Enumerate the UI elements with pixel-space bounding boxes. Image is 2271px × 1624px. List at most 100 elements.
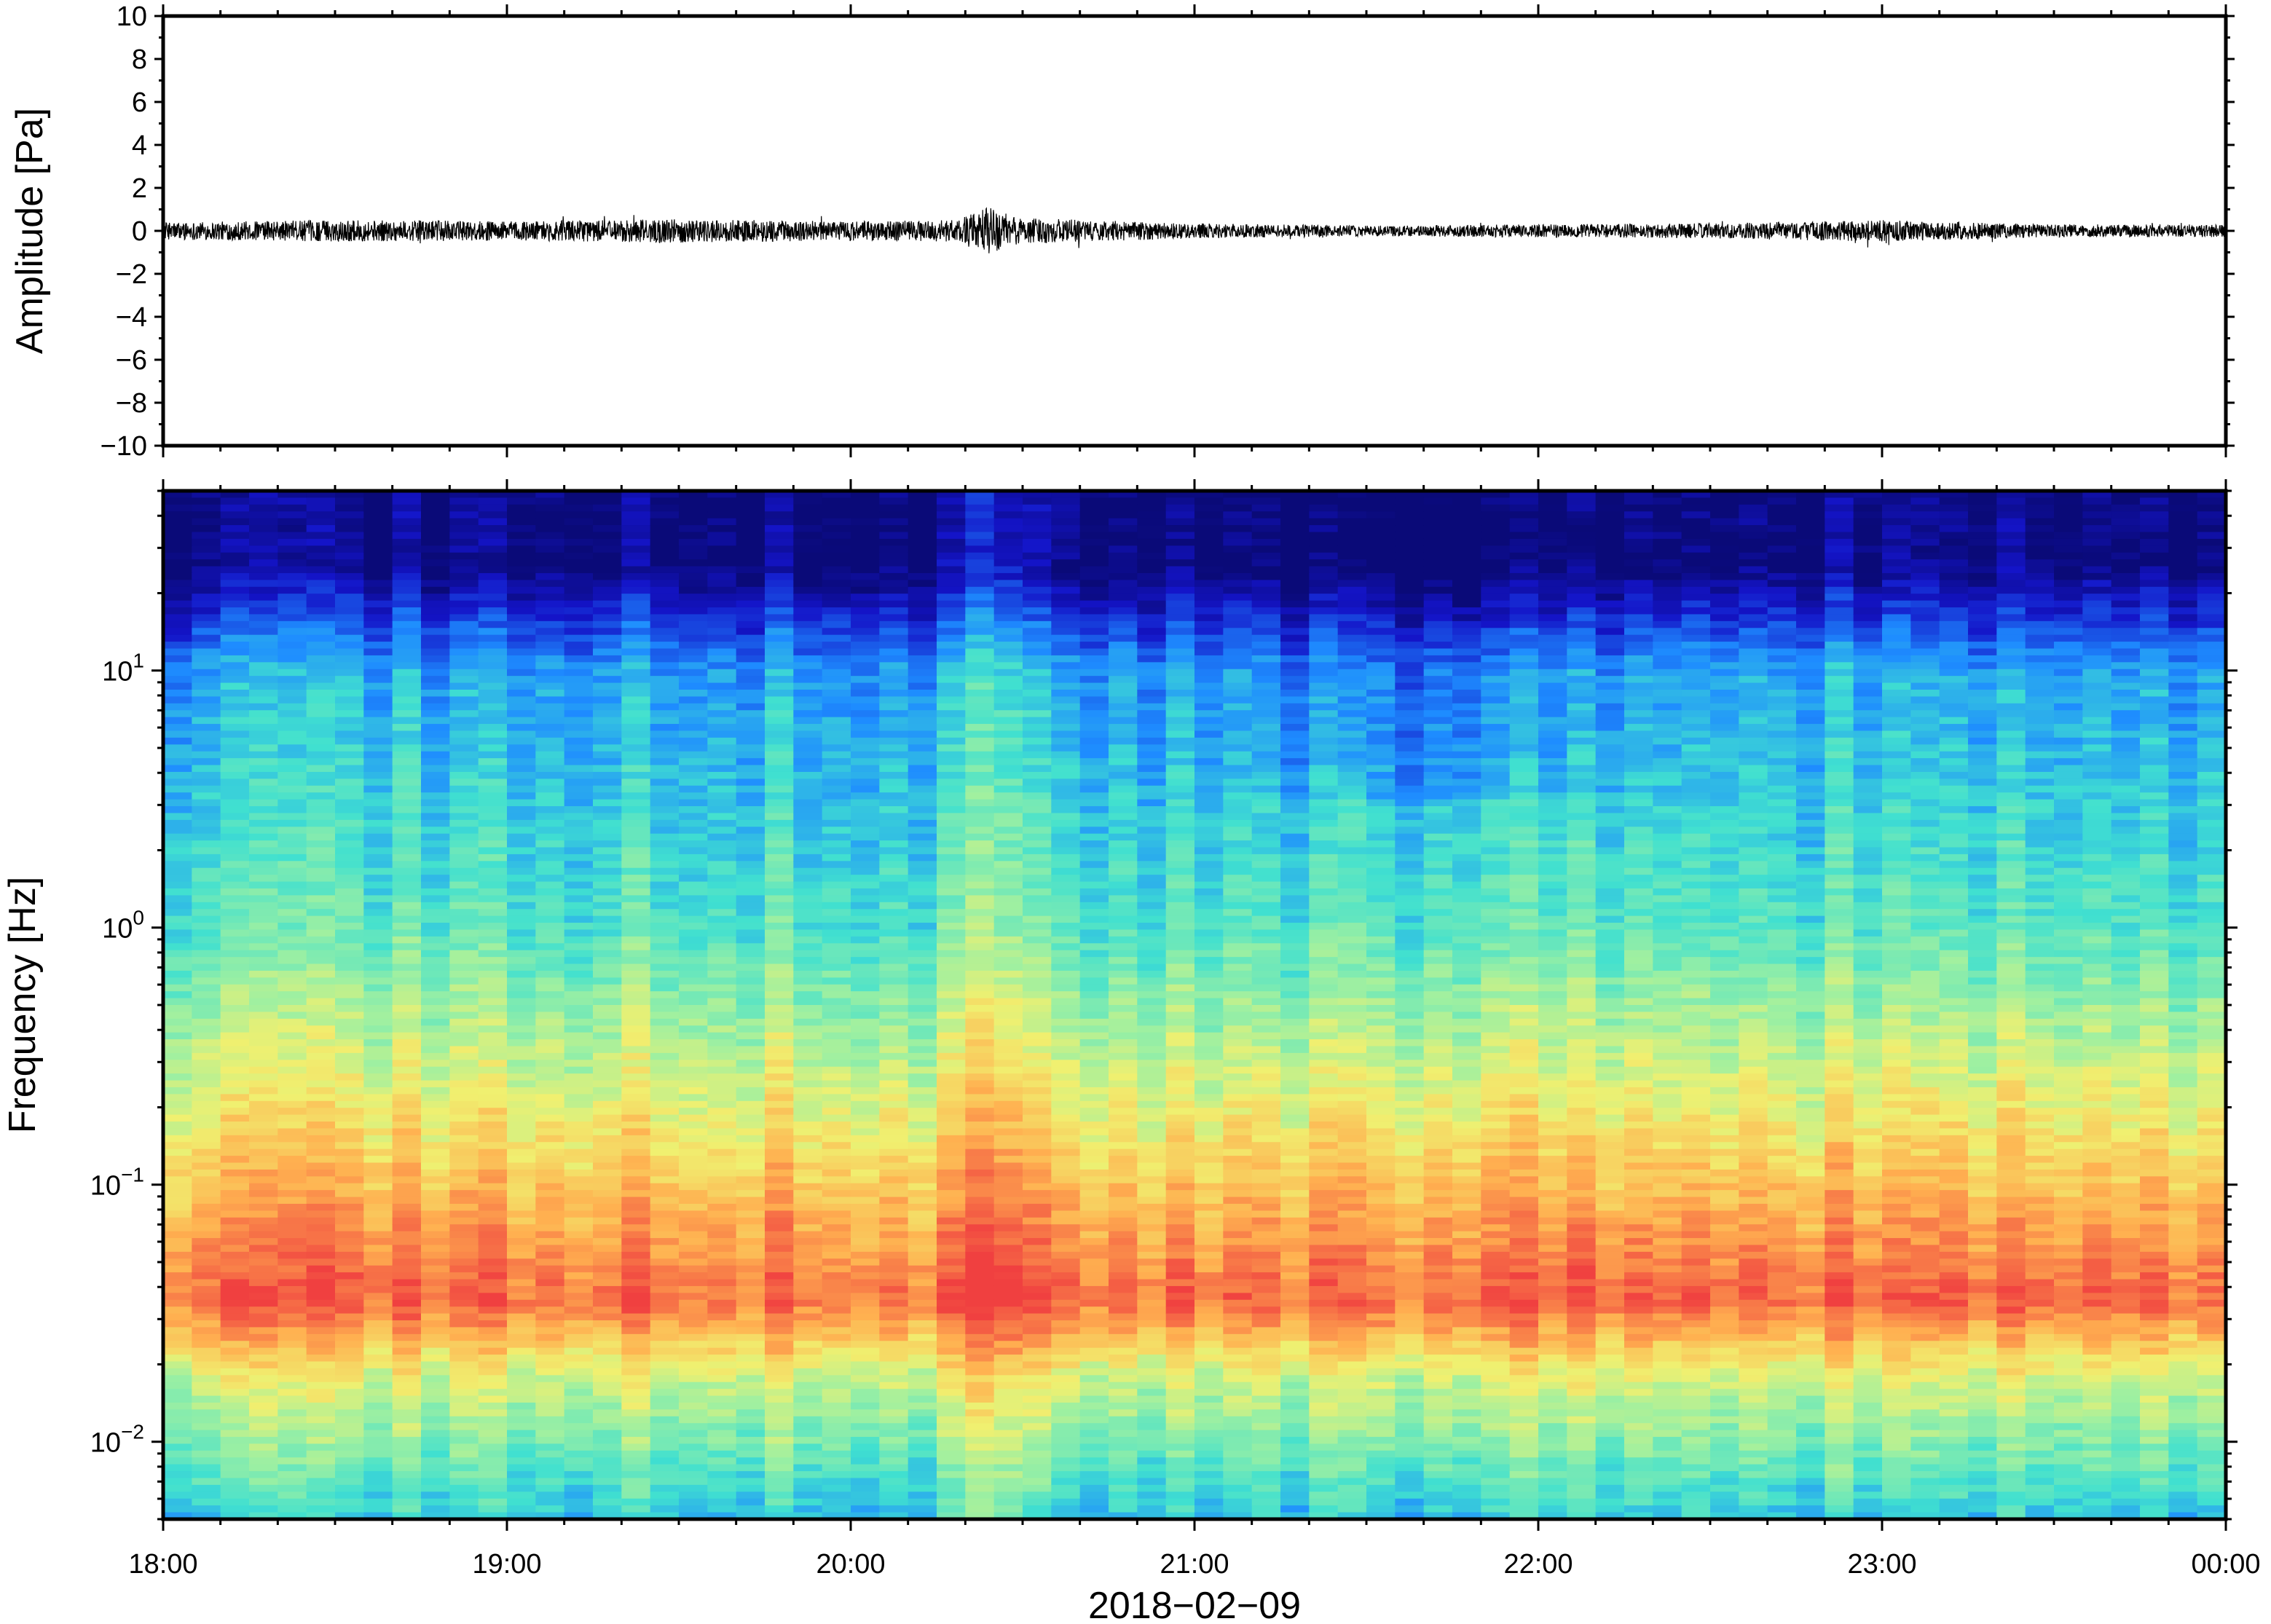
spectrogram-cell: [650, 833, 680, 841]
spectrogram-cell: [335, 765, 365, 773]
spectrogram-cell: [1023, 1210, 1052, 1218]
spectrogram-cell: [650, 1128, 680, 1136]
spectrogram-cell: [1051, 1484, 1081, 1493]
spectrogram-cell: [879, 634, 909, 642]
spectrogram-cell: [707, 867, 737, 875]
spectrogram-cell: [421, 1279, 451, 1287]
spectrogram-cell: [908, 785, 937, 793]
spectrogram-cell: [249, 648, 279, 656]
spectrogram-cell: [449, 614, 479, 622]
spectrogram-cell: [421, 840, 451, 848]
spectrogram-cell: [736, 936, 765, 945]
spectrogram-cell: [306, 682, 336, 690]
spectrogram-cell: [392, 572, 422, 581]
spectrogram-cell: [564, 895, 594, 903]
spectrogram-cell: [335, 1190, 365, 1198]
spectrogram-cell: [1051, 545, 1081, 553]
spectrogram-cell: [621, 710, 651, 718]
spectrogram-cell: [306, 676, 336, 684]
spectrogram-cell: [822, 1012, 851, 1020]
spectrogram-cell: [793, 943, 823, 951]
spectrogram-cell: [363, 1203, 393, 1212]
spectrogram-cell: [593, 1443, 623, 1451]
spectrogram-cell: [421, 1272, 451, 1280]
spectrogram-cell: [363, 1142, 393, 1150]
spectrogram-cell: [593, 730, 623, 738]
spectrogram-cell: [421, 538, 451, 547]
spectrogram-cell: [421, 1368, 451, 1376]
spectrogram-cell: [679, 1306, 709, 1314]
spectrogram-cell: [679, 792, 709, 800]
spectrogram-cell: [363, 1148, 393, 1156]
spectrogram-cell: [736, 758, 765, 766]
spectrogram-cell: [822, 655, 851, 663]
spectrogram-cell: [793, 1148, 823, 1156]
spectrogram-cell: [478, 1012, 508, 1020]
spectrogram-cell: [163, 799, 193, 807]
spectrogram-cell: [564, 1224, 594, 1232]
spectrogram-cell: [192, 1169, 221, 1178]
spectrogram-cell: [736, 1333, 765, 1342]
spectrogram-cell: [650, 634, 680, 642]
spectrogram-cell: [937, 1156, 967, 1164]
spectrogram-cell: [937, 1100, 967, 1108]
spectrogram-cell: [535, 867, 565, 875]
spectrogram-cell: [335, 1231, 365, 1239]
spectrogram-cell: [765, 1190, 795, 1198]
spectrogram-cell: [908, 970, 937, 979]
spectrogram-cell: [793, 1471, 823, 1479]
spectrogram-cell: [593, 1478, 623, 1486]
spectrogram-cell: [392, 799, 422, 807]
spectrogram-cell: [478, 1052, 508, 1061]
spectrogram-cell: [1023, 1361, 1052, 1369]
spectrogram-cell: [822, 1355, 851, 1363]
spectrogram-cell: [192, 1100, 221, 1108]
spectrogram-cell: [220, 840, 250, 848]
spectrogram-cell: [449, 1039, 479, 1047]
spectrogram-cell: [1079, 525, 1109, 533]
spectrogram-cell: [249, 909, 279, 917]
spectrogram-cell: [822, 1450, 851, 1459]
spectrogram-cell: [564, 1039, 594, 1047]
spectrogram-cell: [650, 1512, 680, 1520]
spectrogram-cell: [363, 943, 393, 951]
spectrogram-cell: [621, 1190, 651, 1198]
spectrogram-cell: [822, 620, 851, 629]
spectrogram-cell: [249, 696, 279, 704]
spectrogram-cell: [249, 1210, 279, 1218]
spectrogram-cell: [306, 1409, 336, 1417]
spectrogram-cell: [421, 1162, 451, 1170]
spectrogram-cell: [507, 929, 537, 937]
spectrogram-cell: [736, 1012, 765, 1020]
spectrogram-cell: [621, 696, 651, 704]
spectrogram-cell: [507, 545, 537, 553]
spectrogram-cell: [363, 1375, 393, 1383]
spectrogram-cell: [765, 1203, 795, 1212]
spectrogram-cell: [679, 888, 709, 896]
spectrogram-cell: [249, 566, 279, 574]
spectrogram-cell: [736, 792, 765, 800]
spectrogram-cell: [478, 676, 508, 684]
spectrogram-cell: [249, 923, 279, 931]
spectrogram-cell: [564, 586, 594, 594]
spectrogram-cell: [1079, 538, 1109, 547]
spectrogram-cell: [535, 669, 565, 677]
spectrogram-cell: [478, 1423, 508, 1431]
spectrogram-cell: [1023, 771, 1052, 780]
spectrogram-cell: [421, 545, 451, 553]
spectrogram-cell: [392, 847, 422, 855]
spectrogram-cell: [421, 607, 451, 615]
spectrogram-cell: [851, 1491, 881, 1499]
spectrogram-cell: [535, 614, 565, 622]
spectrogram-cell: [765, 1279, 795, 1287]
spectrogram-cell: [335, 1341, 365, 1349]
spectrogram-cell: [449, 970, 479, 979]
spectrogram-cell: [507, 1142, 537, 1150]
spectrogram-cell: [535, 1293, 565, 1301]
spectrogram-cell: [1051, 1238, 1081, 1246]
spectrogram-cell: [679, 614, 709, 622]
spectrogram-cell: [650, 1341, 680, 1349]
spectrogram-cell: [363, 1039, 393, 1047]
spectrogram-cell: [335, 1361, 365, 1369]
spectrogram-cell: [621, 607, 651, 615]
